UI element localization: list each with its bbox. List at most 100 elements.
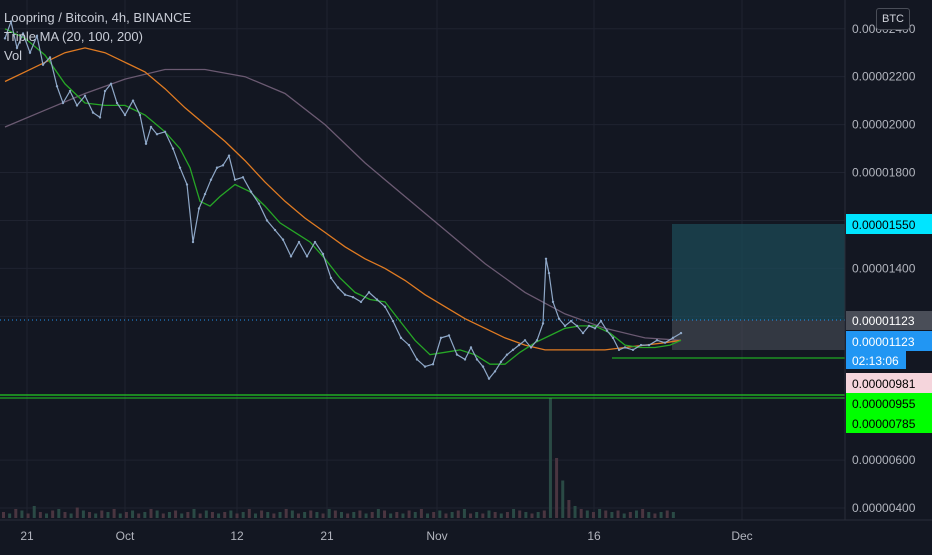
price-label-support-2[interactable]: 0.00000785	[846, 413, 932, 433]
series-ma-20[interactable]	[4, 28, 682, 365]
volume-bar	[223, 512, 227, 518]
volume-bar	[26, 513, 30, 518]
price-point	[551, 300, 555, 304]
price-label-target[interactable]: 0.00001550	[846, 214, 932, 234]
volume-bar	[8, 513, 12, 518]
volume-bar	[352, 512, 356, 518]
volume-bar	[653, 513, 657, 518]
price-point	[15, 46, 19, 50]
price-point	[163, 130, 167, 133]
price-point	[3, 37, 7, 40]
price-point	[75, 104, 79, 107]
series-ma-200[interactable]	[4, 68, 682, 341]
volume-bar	[278, 512, 282, 518]
volume-bar	[118, 513, 122, 518]
price-point	[48, 56, 52, 59]
price-point	[569, 319, 573, 323]
price-point	[431, 363, 435, 366]
indicator-label[interactable]: Triple MA (20, 100, 200)	[4, 29, 143, 44]
volume-label[interactable]: Vol	[4, 48, 23, 63]
series-price[interactable]	[4, 19, 682, 380]
price-point	[221, 164, 225, 167]
volume-bar	[456, 510, 460, 518]
price-point	[171, 147, 175, 150]
chart-title[interactable]: Loopring / Bitcoin, 4h, BINANCE	[4, 10, 192, 25]
volume-bar	[659, 512, 663, 518]
volume-bar	[88, 512, 92, 518]
volume-bar	[204, 510, 208, 518]
price-axis[interactable]: 0.000024000.000022000.000020000.00001800…	[852, 22, 916, 515]
volume-bar	[518, 510, 522, 518]
price-label-support-1-text: 0.00000955	[852, 397, 916, 411]
volume-bar	[309, 510, 313, 518]
volume-bar	[591, 512, 595, 518]
price-point	[281, 238, 285, 241]
volume-bar	[131, 510, 135, 518]
volume-bar	[2, 512, 5, 518]
volume-bar	[438, 510, 442, 518]
risk-zone[interactable]	[672, 320, 845, 350]
price-point	[28, 51, 32, 54]
chart-legend: Loopring / Bitcoin, 4h, BINANCE Triple M…	[4, 8, 191, 65]
volume-bar	[376, 509, 380, 518]
currency-badge[interactable]: BTC	[876, 8, 910, 30]
volume-bar	[524, 512, 528, 518]
price-point	[399, 336, 403, 340]
y-tick-label: 0.00001400	[852, 261, 916, 275]
y-tick-label: 0.00000600	[852, 453, 916, 467]
volume-bar	[469, 513, 473, 518]
price-point	[544, 257, 548, 261]
price-point	[541, 322, 545, 325]
price-point	[679, 331, 683, 335]
price-point	[41, 63, 45, 66]
volume-bar	[647, 512, 651, 518]
price-label-support-2-text: 0.00000785	[852, 417, 916, 431]
volume-bar	[383, 510, 387, 518]
price-point	[144, 142, 148, 145]
price-label-current-blue[interactable]: 0.00001123	[846, 331, 932, 351]
price-label-support-1[interactable]: 0.00000955	[846, 393, 932, 413]
volume-bar	[585, 510, 589, 518]
price-point	[623, 346, 627, 349]
volume-bar	[358, 510, 362, 518]
volume-bar	[389, 513, 393, 518]
price-label-stop[interactable]: 0.00000981	[846, 373, 932, 393]
x-tick-label: 21	[20, 529, 34, 543]
volume-bar	[192, 509, 196, 518]
series-ma-100[interactable]	[4, 47, 682, 351]
volume-bar	[579, 509, 583, 518]
price-point	[155, 132, 159, 136]
time-axis[interactable]: 21 Oct 12 21 Nov 16 Dec	[20, 529, 752, 543]
target-zone[interactable]	[672, 224, 845, 320]
price-point	[257, 202, 261, 205]
price-point	[593, 327, 597, 330]
price-point	[241, 176, 245, 179]
price-point	[511, 348, 515, 352]
volume-bar	[186, 512, 190, 518]
volume-bar	[106, 512, 110, 518]
price-point	[351, 295, 355, 299]
price-point	[487, 377, 491, 380]
volume-bar	[100, 510, 104, 518]
volume-bar	[327, 509, 331, 518]
volume-bar	[303, 512, 307, 518]
price-label-stop-text: 0.00000981	[852, 377, 916, 391]
price-label-current-grey[interactable]: 0.00001123	[846, 311, 932, 330]
price-point	[391, 319, 395, 323]
volume-bar	[432, 512, 436, 518]
price-point	[463, 358, 467, 361]
price-point	[68, 89, 72, 93]
price-point	[575, 324, 579, 328]
volume-bar	[57, 509, 61, 518]
price-point	[131, 99, 135, 102]
price-point	[233, 178, 237, 181]
countdown-text: 02:13:06	[852, 354, 899, 368]
volume-bar	[284, 509, 288, 518]
volume-bar	[481, 513, 485, 518]
price-point	[178, 166, 182, 169]
volume-bar	[198, 513, 202, 518]
volume-bar	[567, 500, 571, 518]
price-point	[617, 348, 621, 352]
